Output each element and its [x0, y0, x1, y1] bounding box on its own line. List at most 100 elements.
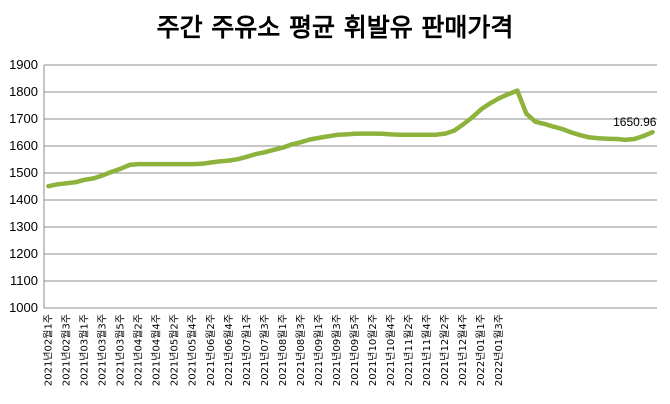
x-tick-label: 2021년05월4주 — [187, 314, 199, 386]
data-point — [262, 150, 268, 155]
data-point — [587, 135, 592, 140]
series-line — [46, 88, 655, 189]
x-tick-label: 2021년07월1주 — [241, 314, 253, 386]
y-tick-label: 1900 — [9, 57, 38, 72]
data-point — [614, 136, 619, 142]
x-tick-label: 2021년12월2주 — [439, 314, 451, 386]
data-point — [506, 91, 511, 97]
data-point — [127, 162, 132, 168]
x-tick-label: 2021년10월4주 — [385, 314, 397, 386]
data-label: 1650.96 — [613, 115, 657, 129]
chart-title: 주간 주유소 평균 휘발유 판매가격 — [156, 13, 514, 42]
data-point — [515, 88, 520, 93]
data-point — [298, 140, 304, 145]
data-point — [352, 131, 358, 137]
data-point — [370, 131, 376, 136]
x-tick-label: 2021년03월3주 — [97, 314, 109, 386]
x-tick-label: 2021년11월4주 — [421, 314, 433, 386]
data-point — [226, 158, 232, 163]
y-tick-label: 1600 — [9, 138, 38, 153]
data-point — [253, 151, 259, 157]
x-tick-label: 2021년03월1주 — [79, 314, 91, 386]
data-point — [82, 177, 87, 182]
y-tick-label: 1500 — [9, 165, 38, 180]
x-tick-label: 2022년01월3주 — [493, 314, 505, 386]
data-point — [217, 159, 222, 164]
data-point — [596, 135, 601, 141]
data-point — [451, 128, 457, 133]
data-point — [181, 161, 186, 167]
data-point — [379, 131, 385, 137]
data-point — [406, 132, 412, 137]
x-tick-label: 2021년02월3주 — [61, 314, 73, 386]
data-point — [524, 111, 529, 116]
data-point — [542, 121, 547, 127]
x-tick-label: 2021년09월5주 — [349, 314, 361, 386]
data-point — [109, 169, 114, 175]
data-point — [334, 132, 340, 138]
x-tick-label: 2021년04월4주 — [151, 314, 163, 386]
y-tick-label: 1300 — [9, 219, 38, 234]
data-point — [208, 160, 213, 165]
data-point — [136, 161, 141, 167]
x-tick-label: 2021년05월2주 — [169, 314, 181, 386]
data-point — [343, 132, 349, 137]
x-tick-label: 2021년06월4주 — [223, 314, 235, 386]
data-point — [460, 122, 466, 127]
x-tick-label: 2021년09월3주 — [331, 314, 343, 386]
x-tick-label: 2021년08월3주 — [295, 314, 307, 386]
x-tick-label: 2022년01월1주 — [475, 314, 487, 386]
data-point — [235, 157, 241, 162]
y-tick-label: 1400 — [9, 192, 38, 207]
data-point — [533, 119, 538, 124]
data-point — [623, 137, 628, 142]
data-point — [605, 136, 610, 141]
data-point — [316, 135, 322, 141]
data-point — [424, 132, 430, 137]
x-tick-label: 2021년07월3주 — [259, 314, 271, 386]
data-point — [397, 132, 403, 137]
x-tick-label: 2021년09월1주 — [313, 314, 325, 386]
x-tick-label: 2021년12월4주 — [457, 314, 469, 386]
y-tick-label: 1700 — [9, 111, 38, 126]
data-point — [578, 133, 583, 138]
data-point — [569, 130, 574, 135]
data-point — [199, 161, 204, 167]
x-tick-label: 2021년02월1주 — [43, 314, 55, 386]
data-point — [650, 130, 655, 135]
data-point — [632, 136, 637, 142]
y-tick-label: 1000 — [9, 300, 38, 315]
data-point — [55, 182, 60, 187]
data-point — [73, 179, 78, 185]
y-tick-label: 1800 — [9, 84, 38, 99]
data-point — [271, 147, 277, 152]
data-point — [442, 131, 448, 136]
x-tick-label: 2021년03월5주 — [115, 314, 127, 386]
x-tick-label: 2021년11월2주 — [403, 314, 415, 386]
data-point — [307, 137, 313, 142]
data-point — [325, 134, 331, 139]
data-point — [433, 132, 439, 137]
data-point — [118, 166, 123, 171]
data-point — [190, 161, 195, 167]
data-point — [361, 131, 367, 136]
data-point — [244, 154, 250, 159]
data-point — [145, 161, 150, 167]
data-point — [497, 96, 502, 101]
data-point — [415, 132, 421, 137]
x-tick-label: 2021년04월2주 — [133, 314, 145, 386]
data-point — [100, 173, 105, 178]
data-point — [154, 161, 159, 167]
data-point — [551, 124, 556, 129]
data-point — [163, 161, 168, 167]
data-point — [560, 126, 565, 132]
data-point — [388, 132, 394, 137]
x-tick-label: 2021년06월2주 — [205, 314, 217, 386]
data-point — [91, 176, 96, 181]
data-point — [488, 101, 493, 106]
data-point — [64, 181, 69, 186]
data-point — [172, 161, 177, 167]
data-point — [641, 133, 646, 139]
